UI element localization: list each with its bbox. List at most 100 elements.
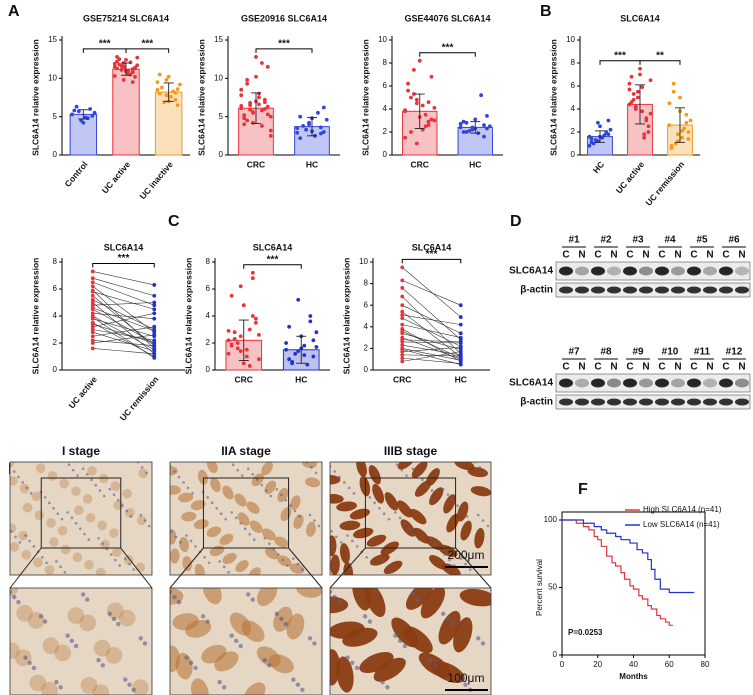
data-point <box>239 104 244 108</box>
data-point <box>414 97 419 102</box>
data-point <box>458 362 463 367</box>
stained-cell <box>190 678 209 695</box>
y-tick-label: 8 <box>571 58 576 67</box>
data-point <box>414 141 419 146</box>
blot-band <box>703 266 717 276</box>
data-point <box>458 335 463 340</box>
nucleus <box>446 493 450 496</box>
data-point <box>244 347 249 352</box>
data-point <box>232 337 237 341</box>
lane-label: N <box>706 362 713 373</box>
nucleus <box>380 679 385 685</box>
panel-label: F <box>578 481 588 498</box>
data-point <box>244 354 249 359</box>
nucleus <box>296 562 300 566</box>
blot-band <box>639 266 653 276</box>
nucleus <box>94 483 98 487</box>
nucleus <box>21 481 24 484</box>
nucleus <box>18 541 22 544</box>
nucleus <box>176 599 182 605</box>
data-point <box>169 94 173 99</box>
nucleus <box>229 633 234 638</box>
stained-cell <box>246 501 260 514</box>
data-point <box>686 137 691 141</box>
stained-cell <box>330 621 365 639</box>
nucleus <box>408 527 412 531</box>
error-bar <box>307 116 317 137</box>
nucleus <box>12 594 17 600</box>
nucleus <box>402 643 408 649</box>
stained-cell <box>57 525 68 536</box>
nucleus <box>179 541 182 544</box>
stained-cell <box>10 588 19 597</box>
data-point <box>257 333 261 337</box>
data-point <box>648 78 653 83</box>
blot-band <box>687 266 701 276</box>
data-point <box>429 74 434 79</box>
stained-cell <box>79 614 96 632</box>
zoom-box <box>202 477 290 549</box>
nucleus <box>330 530 333 533</box>
pair-line <box>402 330 461 359</box>
nucleus <box>222 565 226 569</box>
pair-line <box>402 332 461 350</box>
stained-cell <box>19 483 30 494</box>
lane-label: C <box>562 250 569 261</box>
stained-cell <box>138 468 149 479</box>
data-point <box>90 300 95 305</box>
data-point <box>304 127 308 132</box>
x-tick-label: HC <box>591 159 607 175</box>
data-point <box>152 355 157 360</box>
data-point <box>595 120 600 125</box>
nucleus <box>219 512 223 516</box>
data-point <box>152 324 157 329</box>
data-point <box>688 118 693 123</box>
data-point <box>458 125 463 130</box>
nucleus <box>393 633 398 638</box>
y-axis-label: SLC6A14 relative expression <box>183 258 193 375</box>
lane-label: N <box>738 362 745 373</box>
stained-cell <box>330 596 349 614</box>
nucleus <box>456 504 459 507</box>
pair-line <box>92 313 155 319</box>
data-point <box>133 74 137 79</box>
data-point <box>173 97 178 102</box>
blot-band <box>607 266 621 276</box>
data-point <box>90 288 95 293</box>
pair-line <box>402 314 461 325</box>
nucleus <box>90 478 93 481</box>
blot-band <box>559 286 573 294</box>
stained-cell <box>44 565 55 575</box>
nucleus <box>143 519 147 522</box>
data-point <box>406 88 410 93</box>
scale-label: 200μm <box>448 548 485 562</box>
data-point <box>76 109 81 114</box>
data-point <box>284 347 288 352</box>
nucleus <box>352 492 356 495</box>
y-axis-label: Percent survival <box>535 559 544 616</box>
data-point <box>152 303 157 308</box>
data-point <box>166 74 171 79</box>
data-point <box>160 85 164 90</box>
nucleus <box>182 481 185 484</box>
image-frame <box>169 461 323 576</box>
stained-cell <box>219 533 234 546</box>
stained-cell <box>411 462 428 478</box>
nucleus <box>283 621 289 627</box>
stained-cell <box>201 644 227 664</box>
nucleus <box>193 665 198 671</box>
nucleus <box>185 534 188 537</box>
stage-title: IIIB stage <box>384 444 438 458</box>
ihc-image <box>10 462 152 575</box>
scale-label: 100μm <box>448 671 485 685</box>
data-point <box>90 324 95 329</box>
nucleus <box>102 494 106 498</box>
data-point <box>403 108 408 113</box>
data-point <box>265 112 270 117</box>
significance-bracket <box>125 48 170 53</box>
blot-band <box>623 286 637 294</box>
nucleus <box>38 614 44 619</box>
nucleus <box>433 542 437 545</box>
stained-cell <box>59 478 69 489</box>
data-point <box>245 77 250 82</box>
